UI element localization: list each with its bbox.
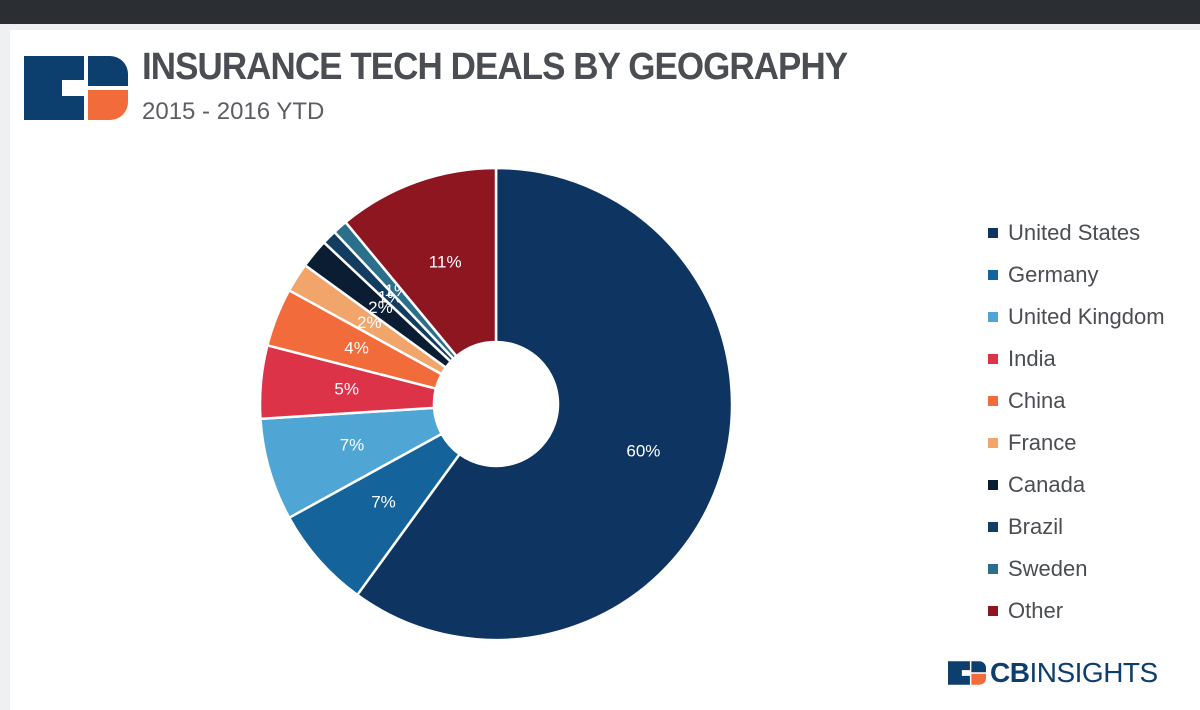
legend-swatch xyxy=(988,354,998,364)
legend-label: India xyxy=(1008,346,1056,371)
infographic-card: INSURANCE TECH DEALS BY GEOGRAPHY 2015 -… xyxy=(10,30,1200,710)
legend-label: Other xyxy=(1008,598,1064,623)
legend-item-france: France xyxy=(988,422,1165,464)
legend-item-other: Other xyxy=(988,590,1165,632)
brand-wordmark: CBINSIGHTS xyxy=(990,657,1158,689)
legend-swatch xyxy=(988,438,998,448)
legend-label: Canada xyxy=(1008,472,1086,497)
chart-subtitle: 2015 - 2016 YTD xyxy=(142,98,325,125)
cb-insights-logo-icon xyxy=(24,56,128,120)
brand-cb: CB xyxy=(990,657,1030,688)
legend-item-canada: Canada xyxy=(988,464,1165,506)
slice-other xyxy=(343,166,498,358)
data-label-china: 4% xyxy=(344,338,369,357)
top-bar xyxy=(0,0,1200,24)
slice-united-states xyxy=(355,166,734,642)
legend-swatch xyxy=(988,606,998,616)
data-label-other: 11% xyxy=(429,252,462,271)
legend-label: Germany xyxy=(1008,262,1099,287)
legend-item-china: China xyxy=(988,380,1165,422)
cb-insights-brand: CBINSIGHTS xyxy=(948,657,1158,689)
legend-label: France xyxy=(1008,430,1077,455)
legend-swatch xyxy=(988,270,998,280)
legend-label: United States xyxy=(1008,220,1141,245)
legend-swatch xyxy=(988,312,998,322)
data-label-united-states: 60% xyxy=(626,441,660,460)
legend-item-united-kingdom: United Kingdom xyxy=(988,296,1165,338)
legend-item-sweden: Sweden xyxy=(988,548,1165,590)
chart-legend: United States Germany United Kingdom India C… xyxy=(988,212,1165,632)
legend-swatch xyxy=(988,228,998,238)
legend-label: United Kingdom xyxy=(1008,304,1165,329)
legend-item-united-states: United States xyxy=(988,212,1165,254)
legend-item-india: India xyxy=(988,338,1165,380)
brand-insights: INSIGHTS xyxy=(1029,657,1158,688)
legend-label: Brazil xyxy=(1008,514,1064,539)
cb-insights-mark-icon xyxy=(948,661,986,685)
legend-swatch xyxy=(988,396,998,406)
chart-title: INSURANCE TECH DEALS BY GEOGRAPHY xyxy=(142,46,848,88)
legend-swatch xyxy=(988,480,998,490)
legend-label: Sweden xyxy=(1008,556,1088,581)
data-label-india: 5% xyxy=(334,379,359,398)
legend-swatch xyxy=(988,564,998,574)
donut-chart: 60%7%7%5%4%2%2%1%1%11% xyxy=(258,166,734,642)
legend-item-germany: Germany xyxy=(988,254,1165,296)
data-label-germany: 7% xyxy=(371,493,396,512)
data-label-united-kingdom: 7% xyxy=(340,435,365,454)
legend-label: China xyxy=(1008,388,1066,413)
legend-item-brazil: Brazil xyxy=(988,506,1165,548)
legend-swatch xyxy=(988,522,998,532)
